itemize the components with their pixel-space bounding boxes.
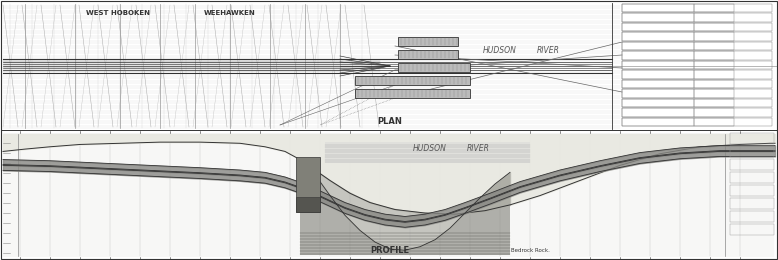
- Bar: [694, 80, 734, 88]
- Bar: [694, 99, 734, 107]
- Bar: [622, 42, 772, 50]
- Bar: [730, 146, 774, 157]
- Bar: [622, 13, 772, 22]
- Bar: [622, 70, 772, 79]
- Bar: [694, 118, 734, 126]
- Text: WEEHAWKEN: WEEHAWKEN: [204, 10, 256, 16]
- Bar: [730, 172, 774, 183]
- Text: HUDSON: HUDSON: [483, 46, 517, 55]
- Bar: [622, 3, 772, 12]
- Bar: [355, 89, 470, 98]
- Text: Bedrock Rock.: Bedrock Rock.: [510, 248, 549, 253]
- Text: WEST HOBOKEN: WEST HOBOKEN: [86, 10, 150, 16]
- Bar: [622, 118, 772, 126]
- Text: RIVER: RIVER: [537, 46, 559, 55]
- Bar: [730, 133, 774, 144]
- Polygon shape: [300, 160, 510, 255]
- Bar: [730, 198, 774, 209]
- Bar: [622, 80, 772, 88]
- Bar: [622, 89, 694, 98]
- Bar: [2, 133, 776, 257]
- Bar: [622, 42, 694, 50]
- Bar: [694, 108, 734, 116]
- Bar: [622, 23, 694, 31]
- Bar: [622, 32, 694, 41]
- Bar: [622, 23, 772, 31]
- Bar: [622, 118, 694, 126]
- Bar: [622, 108, 694, 116]
- Bar: [622, 3, 694, 12]
- Bar: [694, 70, 734, 79]
- Bar: [622, 99, 694, 107]
- Bar: [398, 63, 470, 72]
- Bar: [694, 42, 734, 50]
- Text: HUDSON: HUDSON: [413, 144, 447, 153]
- Bar: [355, 76, 470, 85]
- Bar: [730, 185, 774, 196]
- Bar: [622, 32, 772, 41]
- Bar: [296, 157, 320, 212]
- Text: PLAN: PLAN: [377, 117, 402, 126]
- Bar: [398, 50, 458, 59]
- Bar: [622, 51, 772, 60]
- Bar: [694, 51, 734, 60]
- Bar: [325, 142, 530, 163]
- Bar: [622, 61, 694, 69]
- Bar: [398, 37, 458, 46]
- Bar: [730, 211, 774, 222]
- Bar: [622, 61, 772, 69]
- Text: RIVER: RIVER: [467, 144, 489, 153]
- Bar: [622, 70, 694, 79]
- Bar: [730, 159, 774, 170]
- Bar: [622, 13, 694, 22]
- Bar: [730, 224, 774, 235]
- Bar: [694, 3, 734, 12]
- Bar: [622, 108, 772, 116]
- Bar: [622, 80, 694, 88]
- Bar: [694, 61, 734, 69]
- Bar: [622, 99, 772, 107]
- Bar: [694, 13, 734, 22]
- Bar: [694, 23, 734, 31]
- Bar: [622, 89, 772, 98]
- Bar: [694, 89, 734, 98]
- Bar: [296, 197, 320, 212]
- Bar: [2, 3, 776, 129]
- Bar: [694, 32, 734, 41]
- Bar: [622, 51, 694, 60]
- Text: PROFILE: PROFILE: [370, 246, 409, 255]
